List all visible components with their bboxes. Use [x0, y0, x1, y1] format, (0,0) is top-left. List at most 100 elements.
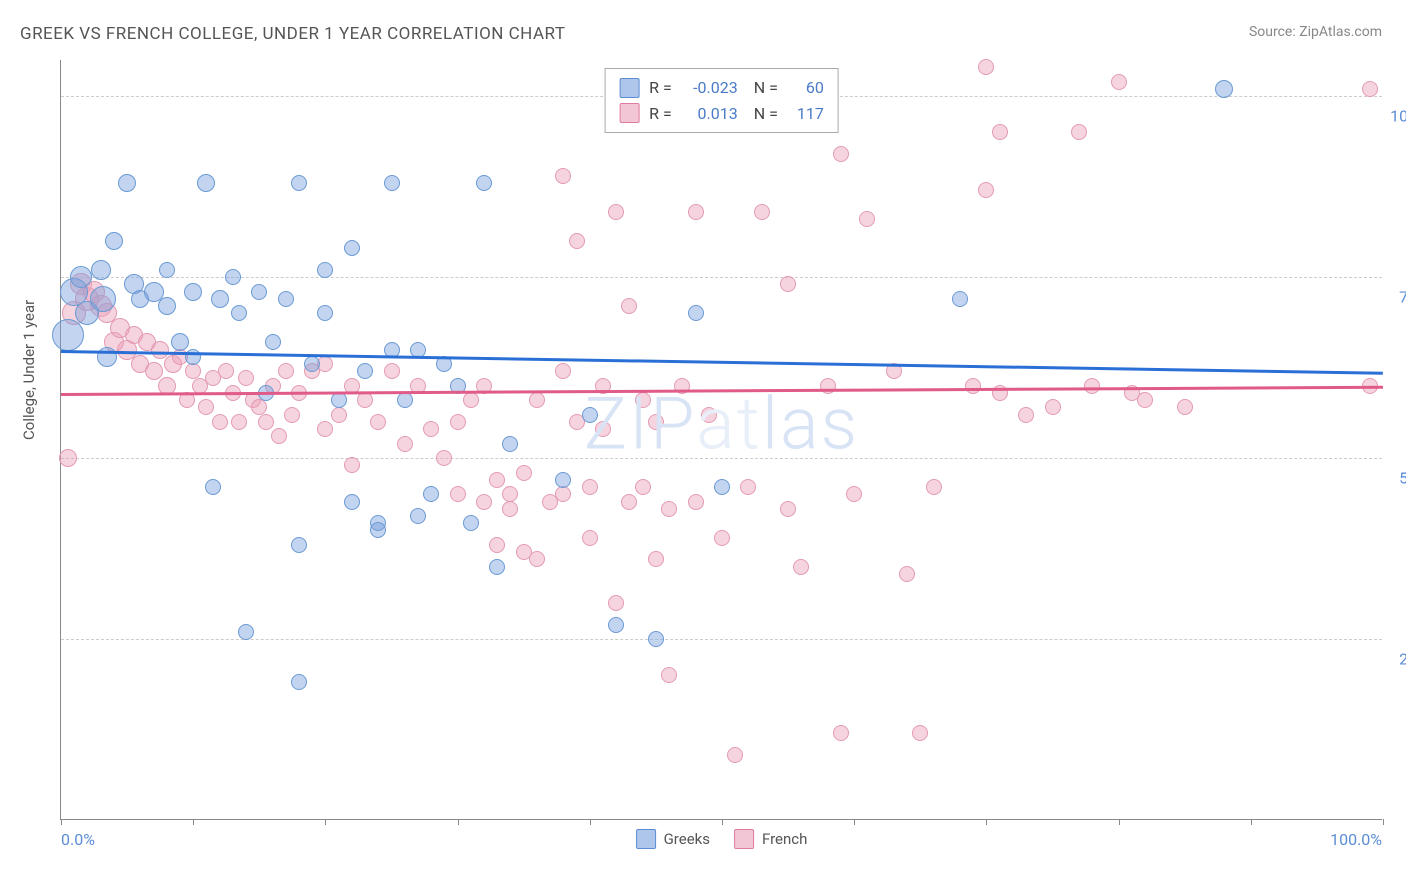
greek-point: [52, 319, 84, 351]
greek-point: [1215, 80, 1233, 98]
french-point: [317, 421, 333, 437]
french-point: [608, 204, 624, 220]
french-point: [516, 465, 532, 481]
french-point: [423, 421, 439, 437]
greek-point: [344, 240, 360, 256]
french-point: [1177, 399, 1193, 415]
x-tick: [1383, 819, 1384, 825]
greek-point: [231, 305, 247, 321]
french-point: [926, 479, 942, 495]
greek-point: [304, 356, 320, 372]
greek-point: [608, 617, 624, 633]
gridline: [61, 639, 1382, 640]
greek-point: [225, 269, 241, 285]
greek-point: [952, 291, 968, 307]
french-point: [635, 479, 651, 495]
greek-point: [171, 333, 189, 351]
greek-point: [265, 334, 281, 350]
legend-n-label: N =: [754, 101, 778, 127]
french-point: [688, 204, 704, 220]
legend-item-french: French: [734, 829, 807, 849]
x-tick: [1251, 819, 1252, 825]
greek-point: [278, 291, 294, 307]
x-tick: [325, 819, 326, 825]
x-tick: [193, 819, 194, 825]
french-point: [1045, 399, 1061, 415]
french-point: [476, 494, 492, 510]
french-point: [450, 414, 466, 430]
french-point: [450, 486, 466, 502]
french-point: [212, 414, 228, 430]
french-point: [1018, 407, 1034, 423]
legend-swatch-greek: [619, 78, 639, 98]
french-point: [833, 725, 849, 741]
french-point: [331, 407, 347, 423]
french-point: [793, 559, 809, 575]
x-tick: [1119, 819, 1120, 825]
legend-item-greek: Greeks: [636, 829, 710, 849]
greek-point: [344, 494, 360, 510]
greek-point: [291, 537, 307, 553]
french-point: [502, 501, 518, 517]
gridline: [61, 277, 1382, 278]
french-point: [688, 494, 704, 510]
legend-row-french: R = 0.013 N = 117: [619, 101, 824, 127]
greek-point: [476, 175, 492, 191]
french-point: [569, 233, 585, 249]
greek-point: [423, 486, 439, 502]
source-name: ZipAtlas.com: [1299, 24, 1382, 40]
legend-row-greek: R = -0.023 N = 60: [619, 75, 824, 101]
x-tick: [590, 819, 591, 825]
greek-point: [184, 283, 202, 301]
greek-point: [238, 624, 254, 640]
greek-trendline: [61, 350, 1383, 375]
french-point: [218, 363, 234, 379]
y-tick-label: 100.0%: [1390, 107, 1406, 126]
french-point: [344, 457, 360, 473]
greek-point: [384, 175, 400, 191]
french-point: [1071, 124, 1087, 140]
y-axis-title: College, Under 1 year: [20, 300, 38, 440]
french-point: [621, 298, 637, 314]
chart-title: GREEK VS FRENCH COLLEGE, UNDER 1 YEAR CO…: [20, 24, 566, 44]
french-point: [1137, 392, 1153, 408]
greek-point: [291, 175, 307, 191]
french-point: [529, 392, 545, 408]
series-legend: Greeks French: [636, 829, 808, 849]
french-point: [271, 428, 287, 444]
french-point: [489, 472, 505, 488]
greek-point: [159, 262, 175, 278]
legend-n-value-greek: 60: [788, 75, 824, 101]
greek-point: [90, 286, 116, 312]
french-point: [582, 530, 598, 546]
legend-label-french: French: [762, 830, 807, 848]
french-point: [727, 747, 743, 763]
french-point: [978, 59, 994, 75]
french-point: [529, 551, 545, 567]
french-point: [231, 414, 247, 430]
greek-point: [688, 305, 704, 321]
source-label: Source:: [1249, 24, 1299, 40]
chart-container: GREEK VS FRENCH COLLEGE, UNDER 1 YEAR CO…: [0, 0, 1406, 892]
greek-point: [105, 232, 123, 250]
french-point: [859, 211, 875, 227]
french-point: [397, 436, 413, 452]
french-point: [59, 449, 77, 467]
plot-area: ZIPatlas R = -0.023 N = 60 R = 0.013 N =…: [60, 60, 1382, 820]
legend-n-value-french: 117: [788, 101, 824, 127]
greek-point: [211, 290, 229, 308]
greek-point: [118, 174, 136, 192]
french-point: [1084, 378, 1100, 394]
french-point: [357, 392, 373, 408]
french-point: [780, 276, 796, 292]
french-point: [635, 392, 651, 408]
french-point: [992, 124, 1008, 140]
x-axis-min-label: 0.0%: [61, 830, 95, 849]
french-point: [740, 479, 756, 495]
greek-point: [205, 479, 221, 495]
french-point: [833, 146, 849, 162]
greek-point: [317, 305, 333, 321]
french-point: [648, 414, 664, 430]
legend-swatch-greek: [636, 829, 656, 849]
french-point: [714, 530, 730, 546]
